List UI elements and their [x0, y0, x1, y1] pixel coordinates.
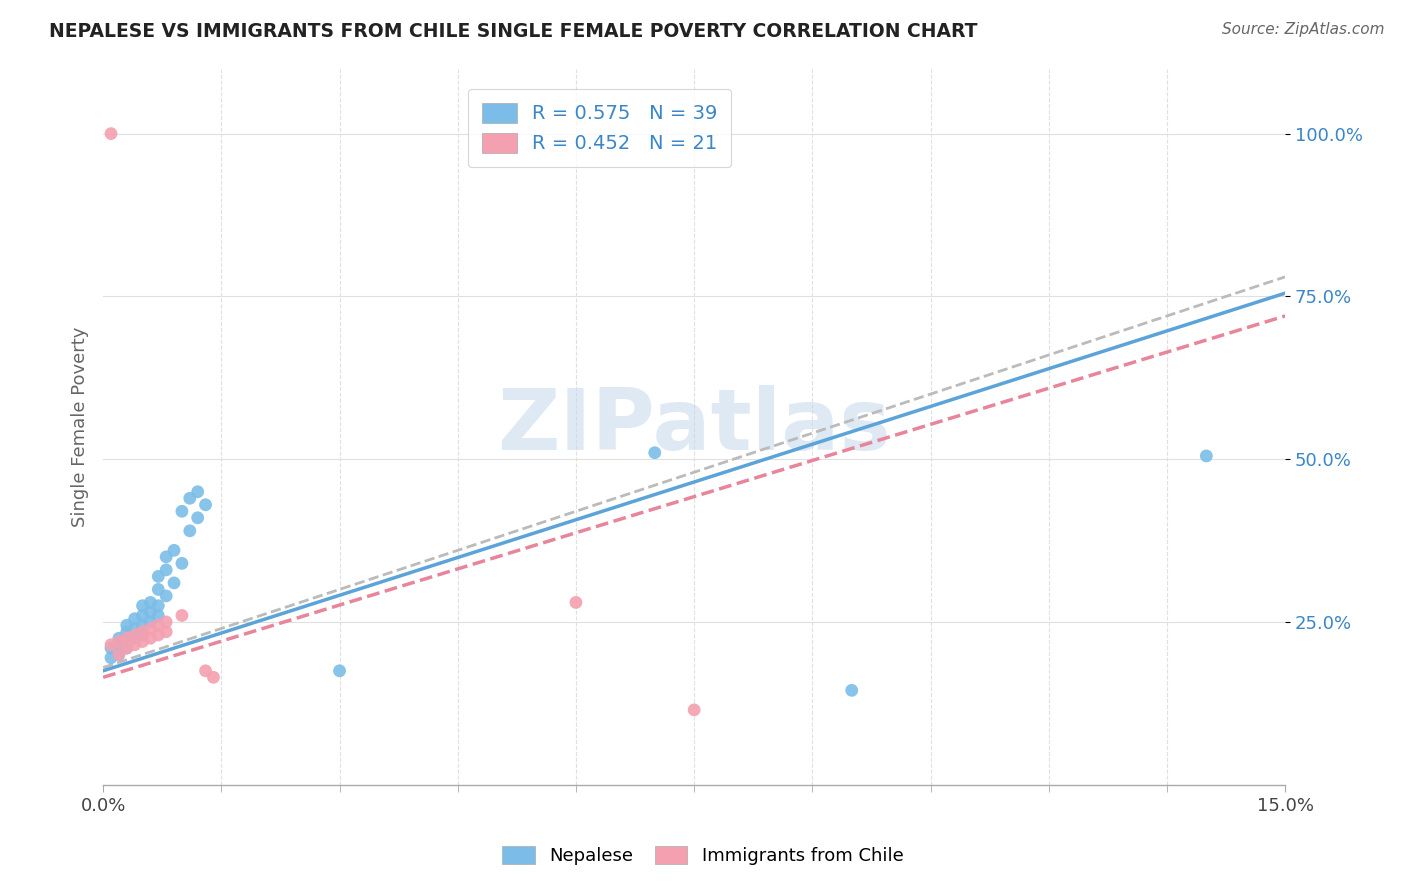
Point [108, 634, 131, 648]
Point [115, 618, 138, 632]
Point [179, 524, 201, 538]
Point [115, 634, 138, 648]
Point [194, 498, 217, 512]
Point [131, 599, 153, 613]
Point [565, 595, 588, 609]
Point [131, 618, 153, 632]
Point [139, 605, 162, 619]
Point [108, 632, 131, 646]
Point [100, 127, 122, 141]
Point [202, 670, 225, 684]
Point [108, 648, 131, 662]
Point [148, 618, 170, 632]
Legend: R = 0.575   N = 39, R = 0.452   N = 21: R = 0.575 N = 39, R = 0.452 N = 21 [468, 89, 731, 167]
Point [163, 543, 186, 558]
Point [115, 640, 138, 655]
Point [100, 640, 122, 655]
Point [155, 563, 177, 577]
Point [187, 510, 209, 524]
Point [108, 648, 131, 662]
Point [187, 484, 209, 499]
Point [139, 595, 162, 609]
Point [1195, 449, 1218, 463]
Point [124, 612, 146, 626]
Point [328, 664, 350, 678]
Y-axis label: Single Female Poverty: Single Female Poverty [72, 326, 89, 527]
Point [155, 615, 177, 629]
Point [148, 608, 170, 623]
Point [115, 632, 138, 646]
Point [170, 608, 193, 623]
Point [131, 608, 153, 623]
Point [131, 624, 153, 639]
Point [155, 549, 177, 564]
Point [148, 569, 170, 583]
Point [163, 575, 186, 590]
Legend: Nepalese, Immigrants from Chile: Nepalese, Immigrants from Chile [495, 838, 911, 872]
Point [155, 624, 177, 639]
Point [100, 650, 122, 665]
Point [179, 491, 201, 506]
Point [139, 615, 162, 629]
Point [170, 504, 193, 518]
Point [131, 628, 153, 642]
Point [139, 622, 162, 636]
Point [124, 628, 146, 642]
Point [115, 624, 138, 639]
Point [124, 622, 146, 636]
Point [131, 634, 153, 648]
Point [841, 683, 863, 698]
Point [148, 628, 170, 642]
Point [155, 589, 177, 603]
Point [115, 640, 138, 655]
Text: NEPALESE VS IMMIGRANTS FROM CHILE SINGLE FEMALE POVERTY CORRELATION CHART: NEPALESE VS IMMIGRANTS FROM CHILE SINGLE… [49, 22, 977, 41]
Text: ZIPatlas: ZIPatlas [498, 385, 891, 468]
Point [124, 632, 146, 646]
Text: Source: ZipAtlas.com: Source: ZipAtlas.com [1222, 22, 1385, 37]
Point [170, 557, 193, 571]
Point [100, 638, 122, 652]
Point [194, 664, 217, 678]
Point [139, 632, 162, 646]
Point [683, 703, 706, 717]
Point [148, 582, 170, 597]
Point [108, 638, 131, 652]
Point [124, 638, 146, 652]
Point [644, 445, 666, 459]
Point [148, 599, 170, 613]
